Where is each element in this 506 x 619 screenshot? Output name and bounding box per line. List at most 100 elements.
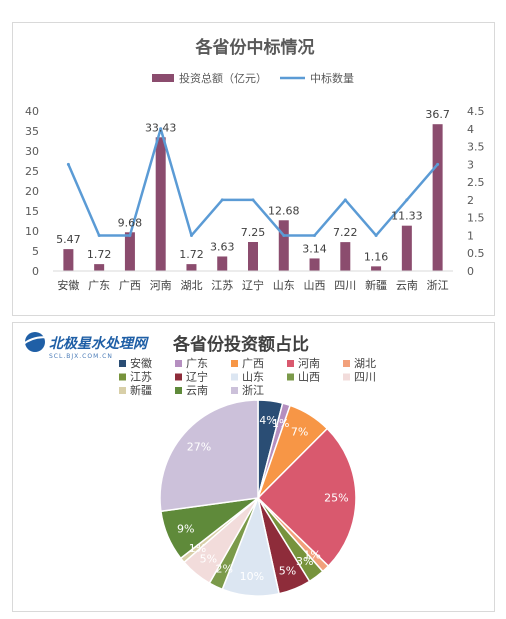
bar [248, 242, 258, 271]
pie-data-label: 5% [279, 565, 296, 578]
pie-data-label: 25% [324, 491, 348, 504]
pie-data-label: 9% [177, 522, 194, 535]
legend-swatch [119, 360, 126, 367]
bar-data-label: 11.33 [391, 210, 423, 223]
legend-swatch [175, 360, 182, 367]
x-tick-label: 四川 [334, 279, 356, 292]
legend-swatch [175, 373, 182, 381]
legend-label: 浙江 [242, 384, 264, 397]
pie-slices [159, 399, 357, 597]
pie-chart-panel: 北极星水处理网 SCL.BJX.COM.CN 各省份投资额占比 安徽 广东 广西 河南… [12, 322, 495, 612]
line-series [66, 127, 440, 237]
legend-label-line: 中标数量 [310, 71, 354, 85]
bar [155, 137, 166, 271]
x-tick-label: 广东 [88, 279, 110, 292]
y-left-tick-label: 10 [25, 225, 39, 238]
x-tick-label: 山东 [273, 279, 295, 292]
pie-title: 各省份投资额占比 [172, 334, 309, 355]
bar-data-label: 9.68 [118, 216, 143, 229]
x-tick-label: 浙江 [427, 279, 449, 292]
chart-title: 各省份中标情况 [195, 37, 315, 58]
pie-data-label: 1% [303, 549, 320, 562]
line-point [251, 198, 255, 202]
legend-swatch [119, 373, 126, 381]
bar [94, 264, 105, 271]
bar-data-label: 7.22 [333, 226, 358, 239]
bar-data-label: 3.14 [302, 242, 327, 255]
x-axis: 安徽 广东 广西 河南 湖北 江苏 辽宁 山东 山西 四川 新疆 云南 浙江 [53, 270, 453, 292]
bar-data-label: 33.43 [145, 121, 177, 134]
line-point [189, 233, 193, 237]
pie-chart: 北极星水处理网 SCL.BJX.COM.CN 各省份投资额占比 安徽 广东 广西 河南… [21, 332, 376, 597]
legend-label: 广东 [186, 357, 208, 370]
y-right-tick-label: 0 [467, 265, 474, 278]
pie-data-label: 5% [200, 553, 217, 566]
bar-series [63, 124, 443, 271]
x-tick-label: 河南 [150, 279, 172, 292]
y-right-tick-label: 2.5 [467, 176, 485, 189]
bar-data-label: 3.63 [210, 240, 235, 253]
bar [217, 256, 228, 271]
legend-swatch [231, 360, 238, 367]
bar [401, 225, 412, 271]
pie-data-label: 1% [189, 542, 206, 555]
bar-data-label: 7.25 [241, 226, 266, 239]
legend-label: 山西 [298, 371, 320, 384]
legend-label: 四川 [354, 371, 376, 384]
y-left-tick-label: 20 [25, 185, 39, 198]
pie-data-label: 4% [259, 414, 276, 427]
bar-data-label: 1.72 [179, 248, 204, 261]
bar [124, 232, 135, 271]
x-tick-label: 山西 [304, 279, 326, 292]
y-right-tick-label: 3 [467, 158, 474, 171]
y-right-tick-label: 1.5 [467, 212, 485, 225]
legend: 投资总额（亿元） 中标数量 [152, 71, 354, 85]
y-left-tick-label: 25 [25, 165, 39, 178]
x-tick-label: 湖北 [180, 279, 202, 292]
bar [340, 242, 351, 271]
line-point [436, 162, 440, 166]
logo-swoosh-icon [21, 336, 50, 346]
logo: 北极星水处理网 SCL.BJX.COM.CN [21, 332, 149, 360]
legend-label: 云南 [186, 384, 208, 397]
legend-label: 湖北 [354, 357, 376, 370]
legend-swatch [343, 360, 350, 367]
y-right-tick-label: 0.5 [467, 247, 485, 260]
logo-text: 北极星水处理网 [49, 335, 149, 352]
legend-swatch [343, 373, 350, 381]
legend-label: 河南 [298, 357, 320, 370]
legend-swatch [287, 360, 294, 367]
y-left-tick-label: 0 [32, 265, 39, 278]
y-left-tick-label: 5 [32, 245, 39, 258]
y-right-tick-label: 1 [467, 229, 474, 242]
legend-label-bar: 投资总额（亿元） [179, 71, 267, 85]
line-point [159, 127, 163, 131]
legend-label: 广西 [242, 357, 264, 370]
pie-data-labels: 4%1%7%25%1%3%5%10%2%5%1%9%27% [177, 414, 349, 583]
bar [186, 264, 197, 271]
line-point [97, 233, 101, 237]
bar-data-label: 12.68 [268, 204, 300, 217]
legend-label: 辽宁 [186, 370, 208, 384]
legend-label: 山东 [242, 371, 264, 384]
y-left-tick-label: 35 [25, 125, 39, 138]
line-point [66, 162, 70, 166]
x-tick-label: 安徽 [57, 278, 79, 292]
y-right-tick-label: 2 [467, 194, 474, 207]
pie-data-label: 27% [187, 440, 211, 453]
pie-slice [159, 399, 259, 513]
pie-data-label: 7% [291, 426, 308, 439]
y-right-tick-label: 4 [467, 123, 474, 136]
y-axis-right: 0 0.5 1 1.5 2 2.5 3 3.5 4 4.5 [467, 105, 485, 278]
pie-data-label: 2% [215, 563, 232, 576]
legend-swatch [175, 387, 182, 394]
bar [63, 249, 74, 271]
x-tick-label: 江苏 [211, 279, 233, 292]
x-tick-label: 广西 [119, 279, 141, 292]
x-tick-label: 辽宁 [242, 278, 264, 292]
legend-swatch [287, 373, 294, 381]
line-point [313, 233, 317, 237]
